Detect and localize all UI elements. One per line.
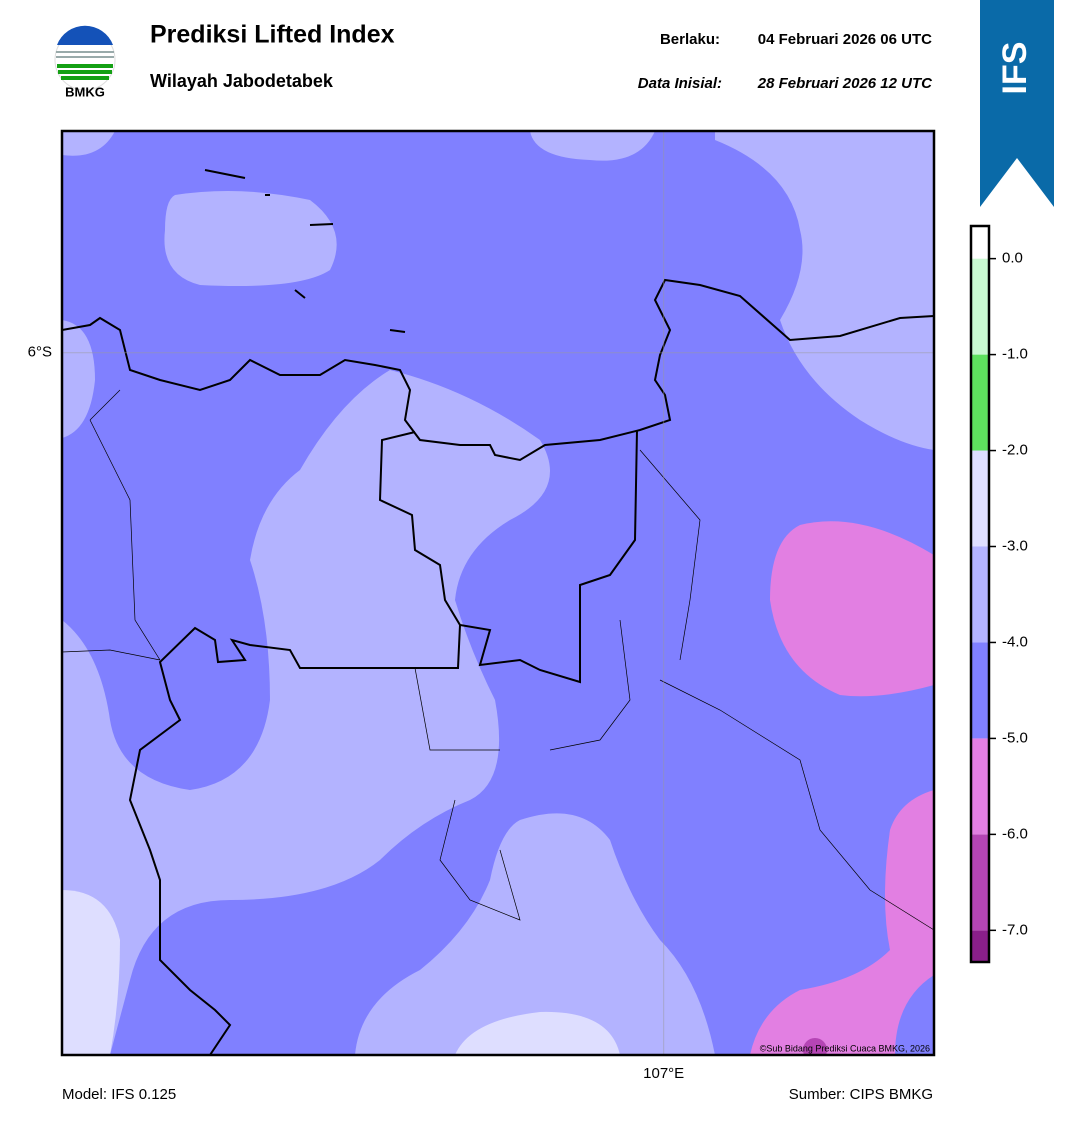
colorbar-segment (971, 258, 989, 355)
map-field (62, 131, 934, 1055)
valid-label: Berlaku: (660, 31, 720, 48)
colorbar-label: -3.0 (1002, 537, 1028, 554)
lon-label: 107°E (643, 1065, 684, 1082)
badge-text: IFS (996, 42, 1034, 95)
colorbar-segment (971, 226, 989, 259)
colorbar-segment (971, 354, 989, 451)
colorbar-segment (971, 738, 989, 835)
colorbar-frame (969, 224, 991, 964)
map-frame (60, 129, 936, 1057)
colorbar-label: -4.0 (1002, 633, 1028, 650)
colorbar-label: -2.0 (1002, 442, 1028, 459)
title: Prediksi Lifted Index (150, 21, 395, 49)
colorbar-segment (971, 450, 989, 547)
lat-label: 6°S (28, 344, 52, 361)
colorbar-segment (971, 930, 989, 962)
colorbar-label: -7.0 (1002, 921, 1028, 938)
colorbar-segment (971, 642, 989, 739)
colorbar-segment (971, 546, 989, 643)
colorbar-segment (971, 834, 989, 931)
valid-time: 04 Februari 2026 06 UTC (758, 31, 932, 48)
colorbar-label: -1.0 (1002, 346, 1028, 363)
subtitle: Wilayah Jabodetabek (150, 71, 334, 91)
init-time: 28 Februari 2026 12 UTC (757, 75, 933, 92)
init-label: Data Inisial: (638, 75, 722, 92)
footer-model: Model: IFS 0.125 (62, 1086, 176, 1103)
badge: IFS (980, 0, 1054, 207)
credit: ©Sub Bidang Prediksi Cuaca BMKG, 2026 (760, 1043, 930, 1053)
colorbar: 0.0 -1.0 -2.0 -3.0 -4.0 -5.0 -6.0 -7.0 (969, 224, 1028, 964)
logo: BMKG (54, 25, 116, 99)
graticule (62, 131, 934, 1055)
colorbar-label: -5.0 (1002, 729, 1028, 746)
colorbar-label: 0.0 (1002, 250, 1023, 267)
colorbar-label: -6.0 (1002, 825, 1028, 842)
logo-text: BMKG (65, 84, 105, 99)
footer-source: Sumber: CIPS BMKG (789, 1086, 933, 1103)
